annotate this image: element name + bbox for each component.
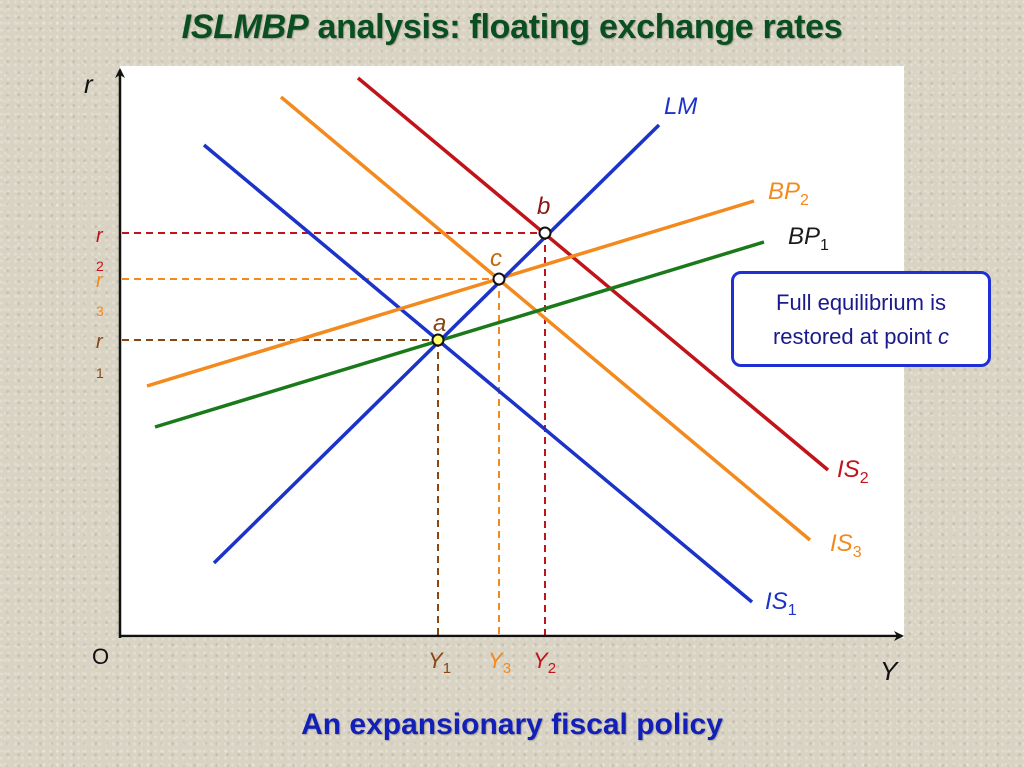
point-b-label: b (537, 193, 550, 220)
point-c-label: c (490, 245, 502, 272)
r2-tick-sub: 2 (96, 258, 104, 274)
equilibrium-note: Full equilibrium is restored at point c (731, 271, 991, 367)
bp2-label: BP2 (768, 178, 809, 209)
is3-curve (279, 95, 812, 542)
is3-label: IS3 (830, 530, 862, 561)
title-islmbp: ISLMBP (181, 8, 309, 46)
x-axis-label: Y (880, 656, 899, 686)
r1-tick-label: r (96, 331, 104, 353)
slide-title: ISLMBP analysis: floating exchange rates (0, 8, 1024, 47)
note-line-2: restored at point c (734, 320, 988, 354)
y1-tick-label: Y1 (428, 648, 451, 677)
bp1-curve (154, 240, 765, 429)
note-point-c: c (938, 324, 950, 349)
slide-caption: An expansionary fiscal policy (301, 708, 723, 741)
is1-label: IS1 (765, 588, 797, 619)
y2-tick-label: Y2 (533, 648, 556, 677)
is1-curve (202, 143, 754, 604)
y3-tick-label: Y3 (488, 648, 511, 677)
r3-tick-sub: 3 (96, 303, 104, 319)
note-line-1: Full equilibrium is (776, 290, 946, 315)
y-axis-label: r (84, 69, 94, 99)
bp1-label: BP1 (788, 223, 829, 254)
point-a-marker (431, 333, 445, 347)
point-a-label: a (433, 310, 446, 337)
r3-tick-label: r (96, 270, 104, 292)
is2-curve (356, 76, 830, 472)
r1-tick-sub: 1 (96, 365, 104, 381)
origin-label: O (92, 644, 109, 669)
title-rest: analysis: floating exchange rates (308, 8, 843, 46)
note-line-2-text: restored at point (772, 324, 939, 349)
point-c-marker (492, 272, 506, 286)
r2-tick-label: r (96, 225, 104, 247)
bp2-curve (146, 199, 755, 388)
lm-label: LM (664, 93, 697, 120)
point-b-marker (538, 226, 552, 240)
is2-label: IS2 (837, 456, 869, 487)
